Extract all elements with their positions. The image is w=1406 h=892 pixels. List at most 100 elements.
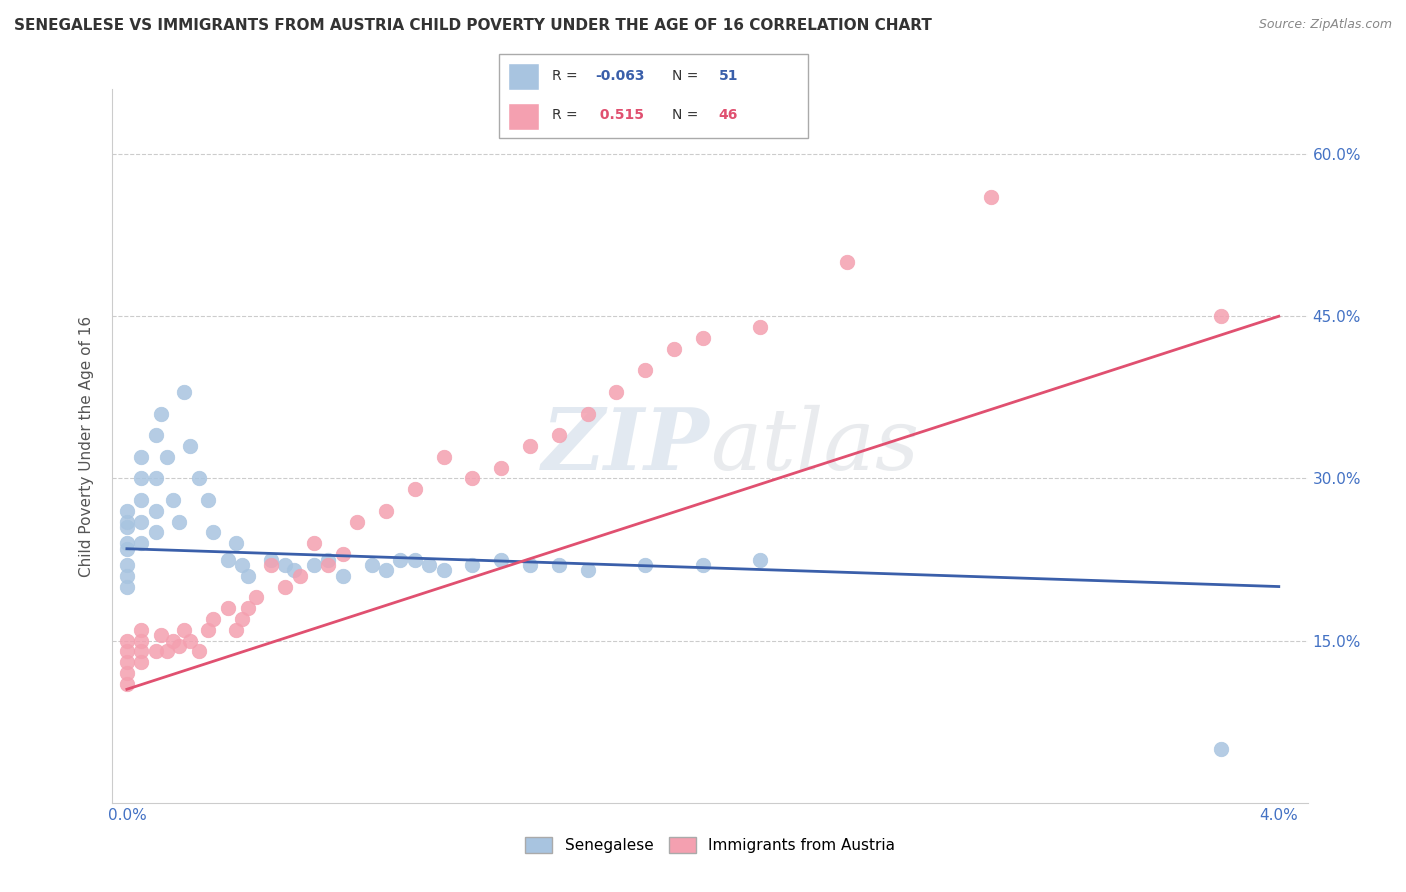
Point: [404, 482, 426, 496]
Point: [150, 628, 173, 642]
Point: [145, 428, 167, 442]
Point: [115, 580, 138, 594]
Point: [179, 439, 201, 453]
Point: [145, 525, 167, 540]
Text: atlas: atlas: [710, 405, 920, 487]
Legend: Senegalese, Immigrants from Austria: Senegalese, Immigrants from Austria: [519, 831, 901, 859]
Point: [129, 515, 152, 529]
Point: [302, 558, 325, 572]
Point: [225, 536, 247, 550]
Point: [217, 601, 239, 615]
Point: [491, 460, 513, 475]
Point: [187, 644, 209, 658]
Bar: [509, 62, 540, 90]
Point: [576, 407, 599, 421]
Text: R =: R =: [551, 70, 582, 83]
Point: [547, 558, 569, 572]
Point: [433, 563, 456, 577]
Point: [129, 536, 152, 550]
Point: [260, 552, 283, 566]
Point: [547, 428, 569, 442]
Point: [115, 558, 138, 572]
Point: [274, 580, 297, 594]
Point: [404, 552, 426, 566]
Point: [433, 450, 456, 464]
Point: [197, 623, 219, 637]
Point: [115, 515, 138, 529]
Text: 51: 51: [718, 70, 738, 83]
Point: [202, 612, 225, 626]
Point: [179, 633, 201, 648]
Point: [202, 525, 225, 540]
Point: [634, 363, 657, 377]
Text: ZIP: ZIP: [543, 404, 710, 488]
Point: [418, 558, 440, 572]
Point: [662, 342, 685, 356]
Point: [519, 558, 541, 572]
Point: [156, 644, 179, 658]
Point: [375, 504, 398, 518]
Point: [835, 255, 858, 269]
Point: [150, 407, 173, 421]
Point: [236, 601, 259, 615]
Bar: [509, 103, 540, 130]
Point: [749, 552, 772, 566]
Point: [1211, 310, 1233, 324]
Point: [129, 493, 152, 508]
Point: [605, 384, 627, 399]
Point: [634, 558, 657, 572]
Point: [749, 320, 772, 334]
Text: R =: R =: [551, 109, 582, 122]
Point: [145, 471, 167, 485]
Point: [115, 536, 138, 550]
Text: N =: N =: [672, 70, 703, 83]
Point: [231, 612, 253, 626]
Point: [1211, 741, 1233, 756]
Point: [167, 639, 190, 653]
Point: [260, 558, 283, 572]
Point: [173, 623, 195, 637]
FancyBboxPatch shape: [499, 54, 808, 138]
Point: [231, 558, 253, 572]
Y-axis label: Child Poverty Under the Age of 16: Child Poverty Under the Age of 16: [79, 316, 94, 576]
Point: [173, 384, 195, 399]
Point: [162, 633, 184, 648]
Point: [217, 552, 239, 566]
Point: [576, 563, 599, 577]
Point: [167, 515, 190, 529]
Point: [980, 190, 1002, 204]
Point: [145, 504, 167, 518]
Point: [129, 471, 152, 485]
Point: [115, 644, 138, 658]
Point: [129, 450, 152, 464]
Point: [692, 331, 714, 345]
Text: N =: N =: [672, 109, 703, 122]
Point: [283, 563, 305, 577]
Point: [318, 552, 340, 566]
Point: [115, 541, 138, 556]
Point: [245, 591, 267, 605]
Point: [288, 568, 311, 582]
Point: [115, 520, 138, 534]
Point: [236, 568, 259, 582]
Point: [129, 633, 152, 648]
Point: [129, 644, 152, 658]
Point: [375, 563, 398, 577]
Text: 46: 46: [718, 109, 738, 122]
Point: [302, 536, 325, 550]
Point: [156, 450, 179, 464]
Point: [115, 568, 138, 582]
Point: [346, 515, 368, 529]
Point: [274, 558, 297, 572]
Point: [115, 666, 138, 681]
Point: [187, 471, 209, 485]
Point: [692, 558, 714, 572]
Point: [145, 644, 167, 658]
Point: [461, 471, 484, 485]
Point: [318, 558, 340, 572]
Point: [197, 493, 219, 508]
Point: [115, 655, 138, 669]
Point: [461, 558, 484, 572]
Point: [360, 558, 382, 572]
Text: Source: ZipAtlas.com: Source: ZipAtlas.com: [1258, 18, 1392, 31]
